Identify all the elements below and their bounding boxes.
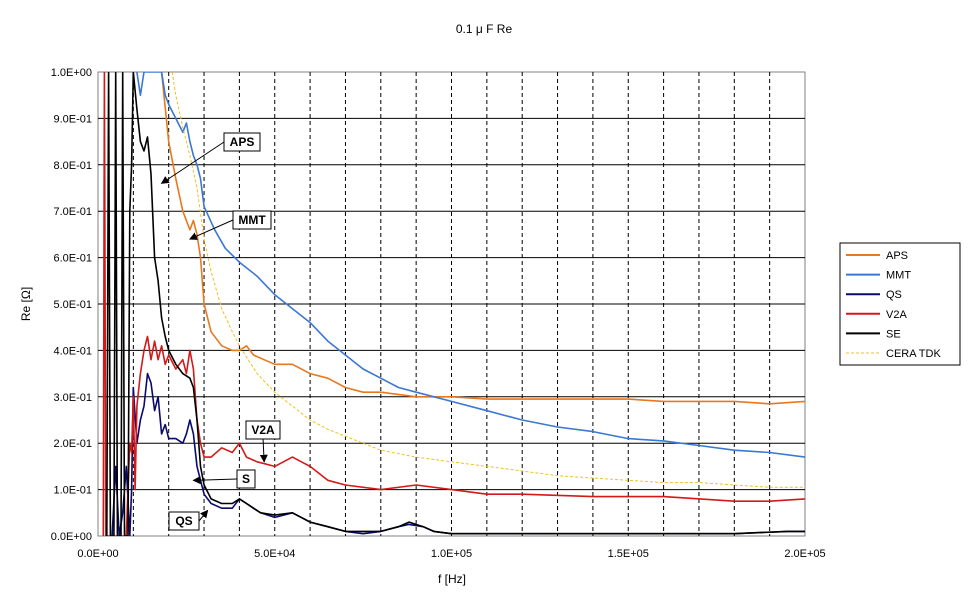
chart-title: 0.1 μ F Re [456,22,513,36]
legend-label: CERA TDK [886,348,941,360]
series-line-v2a [102,72,805,536]
annotation-label: V2A [251,423,275,437]
legend-label: SE [886,328,901,340]
y-tick-label: 3.0E-01 [53,392,92,404]
annotation-s: S [192,469,256,489]
y-tick-label: 7.0E-01 [53,206,92,218]
grid [98,72,805,536]
series-line-mmt [136,72,805,458]
y-tick-label: 4.0E-01 [53,345,92,357]
series-line-se [106,72,805,536]
annotation-box [236,469,256,489]
series-line-cera-tdk [171,72,805,488]
annotation-qs: QS [168,509,209,531]
y-tick-label: 1.0E+00 [51,67,92,79]
x-tick-label: 5.0E+04 [254,548,295,560]
y-tick-label: 5.0E-01 [53,299,92,311]
x-axis-title: f [Hz] [438,572,466,586]
legend-label: V2A [886,309,907,321]
annotation-arrow [160,141,225,184]
annotation-label: S [242,472,250,486]
annotation-arrow [259,437,268,463]
annotation-v2a: V2A [245,420,281,463]
x-tick-label: 1.0E+05 [431,548,472,560]
annotation-label: APS [230,135,255,149]
legend-label: MMT [886,270,911,282]
x-tick-label: 2.0E+05 [784,548,825,560]
y-tick-label: 0.0E+00 [51,531,92,543]
annotation-arrow [198,509,209,522]
y-axis-title: Re [Ω] [19,287,33,321]
y-axis-ticks: 0.0E+00 1.0E-01 2.0E-01 3.0E-01 4.0E-01 5.0E-… [51,67,92,543]
annotation-box [168,511,200,531]
annotation-label: MMT [238,213,266,227]
y-tick-label: 8.0E-01 [53,160,92,172]
annotations: APS MMT V2A S QS [160,132,281,531]
legend-label: APS [886,250,908,262]
series-group [102,72,805,536]
x-tick-label: 0.0E+00 [77,548,118,560]
legend: APS MMT QS V2A SE CERA TDK [839,242,961,366]
annotation-aps: APS [160,132,261,184]
x-axis-ticks: 0.0E+00 5.0E+04 1.0E+05 1.5E+05 2.0E+05 [77,548,825,560]
y-tick-label: 1.0E-01 [53,485,92,497]
annotation-arrow [188,219,234,240]
annotation-box [245,420,281,440]
x-tick-label: 1.5E+05 [608,548,649,560]
series-line-aps [160,72,805,405]
annotation-label: QS [175,514,192,528]
annotation-mmt: MMT [188,210,272,240]
y-tick-label: 6.0E-01 [53,253,92,265]
y-tick-label: 9.0E-01 [53,113,92,125]
annotation-box [223,132,261,152]
legend-label: QS [886,289,902,301]
annotation-arrow [192,476,238,485]
annotation-box [232,210,272,230]
y-tick-label: 2.0E-01 [53,438,92,450]
legend-box [839,242,961,366]
